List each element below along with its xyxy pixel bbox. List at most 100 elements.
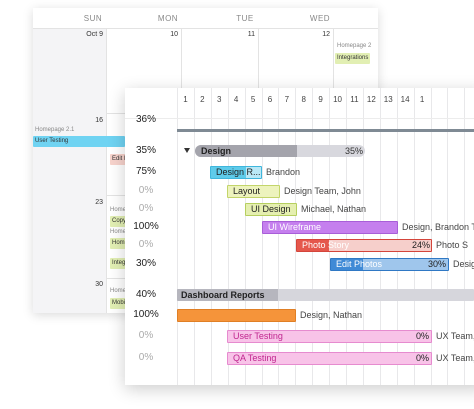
calendar-event[interactable]: Integrations: [335, 53, 370, 64]
task-progress: [178, 309, 295, 321]
percent: 75%: [135, 166, 156, 177]
grid-line: [464, 88, 466, 385]
assignee: Photo S: [436, 240, 469, 250]
task-bar[interactable]: [262, 220, 398, 234]
task-progress: [211, 166, 246, 178]
task-name: UI Wireframe: [268, 222, 322, 232]
header-line: [125, 118, 474, 119]
day-header: WED: [309, 14, 331, 23]
calendar-event[interactable]: Integ: [110, 258, 130, 269]
cal-sun-shade: [33, 29, 106, 313]
column-number: 2: [200, 95, 205, 104]
column-number: 9: [318, 95, 323, 104]
task-bar[interactable]: [227, 329, 432, 343]
column-number: 11: [350, 95, 359, 104]
grid-line: [329, 88, 331, 385]
percent: 100%: [133, 309, 159, 320]
task-name: QA Testing: [233, 353, 277, 363]
task-bar[interactable]: [227, 184, 280, 198]
task-progress: [297, 239, 329, 251]
calendar-event[interactable]: Edit F: [110, 154, 130, 165]
date-number: Oct 9: [86, 31, 103, 38]
calendar-event-label: Home: [110, 229, 127, 235]
calendar-event-label: Home: [110, 207, 127, 213]
calendar-event-label: Home: [110, 288, 127, 294]
task-progress: [195, 145, 297, 157]
calendar-event[interactable]: Mobi: [110, 298, 130, 309]
column-number: 8: [301, 95, 306, 104]
assignee: Design, Brandon T: [402, 222, 474, 232]
task-percent: 0%: [416, 353, 430, 363]
cal-row-line: [33, 28, 378, 29]
column-number: 14: [400, 95, 410, 104]
assignee: Design Team, John: [284, 186, 361, 196]
grid-line: [227, 88, 229, 385]
column-number: 10: [333, 95, 342, 104]
cal-col-line: [106, 28, 107, 313]
grid-line: [379, 88, 381, 385]
task-bar[interactable]: [296, 238, 432, 252]
task-bar[interactable]: [177, 289, 474, 301]
percent: 0%: [138, 185, 154, 196]
calendar-event-label: Homepage 2: [337, 43, 372, 49]
column-number: 12: [366, 95, 376, 104]
calendar-event[interactable]: Hom: [110, 238, 130, 249]
calendar-event-label: Homepage 2.1: [35, 127, 75, 133]
assignee: UX Team, e: [436, 331, 474, 341]
date-number: 12: [322, 31, 330, 38]
calendar-event[interactable]: User Testing: [33, 136, 125, 147]
grid-line: [396, 88, 398, 385]
column-number: 4: [233, 95, 239, 104]
task-bar[interactable]: [330, 257, 449, 271]
task-progress: [331, 258, 363, 270]
percent: 0%: [138, 330, 154, 341]
column-number: 3: [217, 95, 222, 104]
task-percent: 30%: [428, 259, 447, 269]
task-percent: 35%: [345, 146, 364, 156]
collapse-arrow: [184, 148, 190, 153]
grid-line: [430, 88, 432, 385]
day-header: MON: [157, 14, 179, 23]
percent: 30%: [135, 258, 156, 269]
percent: 100%: [133, 221, 159, 232]
task-name: User Testing: [233, 331, 283, 341]
task-name: Design: [201, 146, 232, 156]
date-number: 11: [247, 31, 255, 38]
task-progress: [177, 289, 278, 301]
grid-line: [362, 88, 364, 385]
task-name: UI Design: [251, 204, 291, 214]
grid-line: [210, 88, 212, 385]
column-number: 5: [250, 95, 256, 104]
grid-line: [295, 88, 297, 385]
date-number: 23: [95, 199, 103, 206]
task-bar[interactable]: [195, 145, 365, 157]
grid-line: [346, 88, 347, 385]
task-bar[interactable]: [245, 202, 297, 216]
column-number: 7: [284, 95, 290, 104]
date-number: 10: [170, 31, 178, 38]
day-header: SUN: [83, 14, 103, 23]
task-name: Layout: [233, 186, 261, 196]
task-bar[interactable]: [177, 308, 296, 322]
grid-line: [261, 88, 263, 385]
task-percent: 24%: [412, 240, 431, 250]
grid-line: [244, 88, 246, 385]
percent: 0%: [138, 203, 154, 214]
task-bar[interactable]: [227, 351, 432, 365]
task-name: Edit Photos: [336, 259, 383, 269]
percent: 40%: [135, 289, 156, 300]
grid-line: [278, 88, 280, 385]
grid-line: [193, 88, 195, 385]
date-number: 16: [95, 117, 103, 124]
grid-line: [413, 88, 415, 385]
task-name: Photo Story: [302, 240, 350, 250]
percent: 0%: [138, 239, 154, 250]
assignee: Brandon: [266, 167, 301, 177]
grid-line: [447, 88, 449, 385]
task-bar[interactable]: [210, 165, 262, 179]
calendar-event[interactable]: Copy: [110, 216, 130, 227]
percent: 35%: [135, 145, 156, 156]
assignee: Desig: [453, 259, 474, 269]
task-name: Dashboard Reports: [181, 290, 265, 300]
